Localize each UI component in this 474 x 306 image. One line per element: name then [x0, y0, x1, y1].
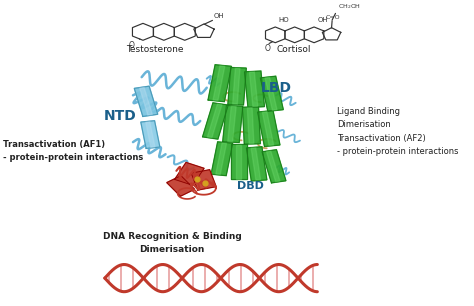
Polygon shape — [236, 145, 241, 178]
Polygon shape — [202, 103, 228, 139]
Polygon shape — [260, 76, 283, 111]
Point — [201, 181, 209, 185]
Polygon shape — [257, 110, 280, 147]
Polygon shape — [167, 176, 195, 196]
Polygon shape — [140, 88, 152, 115]
Polygon shape — [262, 150, 286, 183]
Polygon shape — [191, 170, 216, 190]
Polygon shape — [251, 148, 261, 180]
Text: DNA Recognition & Binding
Dimerisation: DNA Recognition & Binding Dimerisation — [103, 232, 241, 255]
Text: DBD: DBD — [237, 181, 264, 191]
Text: Testosterone: Testosterone — [126, 46, 183, 54]
Polygon shape — [228, 68, 246, 105]
Polygon shape — [146, 122, 155, 147]
Text: OH: OH — [214, 13, 224, 20]
Polygon shape — [134, 86, 158, 117]
Polygon shape — [208, 65, 231, 102]
Text: Transactivation (AF1)
- protein-protein interactions: Transactivation (AF1) - protein-protein … — [3, 140, 143, 162]
Text: O: O — [264, 44, 270, 53]
Polygon shape — [262, 112, 273, 145]
Text: CH$_2$OH: CH$_2$OH — [338, 2, 361, 11]
Polygon shape — [247, 108, 254, 144]
Text: C=O: C=O — [325, 15, 340, 20]
Polygon shape — [246, 147, 267, 181]
Polygon shape — [265, 77, 277, 110]
Polygon shape — [141, 121, 160, 148]
Text: Cortisol: Cortisol — [276, 46, 311, 54]
Polygon shape — [249, 72, 258, 106]
Polygon shape — [213, 66, 225, 100]
Polygon shape — [211, 142, 233, 176]
Text: Ligand Binding
Dimerisation
Transactivation (AF2)
- protein-protein interactions: Ligand Binding Dimerisation Transactivat… — [337, 107, 458, 156]
Text: NTD: NTD — [104, 110, 137, 123]
Polygon shape — [216, 143, 227, 174]
Text: HO: HO — [278, 17, 289, 24]
Polygon shape — [231, 144, 247, 179]
Text: LBD: LBD — [261, 81, 292, 95]
Point — [193, 177, 201, 181]
Polygon shape — [174, 162, 204, 185]
Polygon shape — [223, 106, 243, 143]
Text: O: O — [128, 41, 134, 50]
Text: OH: OH — [318, 17, 328, 23]
Polygon shape — [233, 68, 240, 104]
Polygon shape — [207, 104, 222, 138]
Polygon shape — [245, 71, 264, 107]
Polygon shape — [228, 106, 236, 142]
Polygon shape — [243, 107, 260, 144]
Polygon shape — [266, 151, 280, 182]
